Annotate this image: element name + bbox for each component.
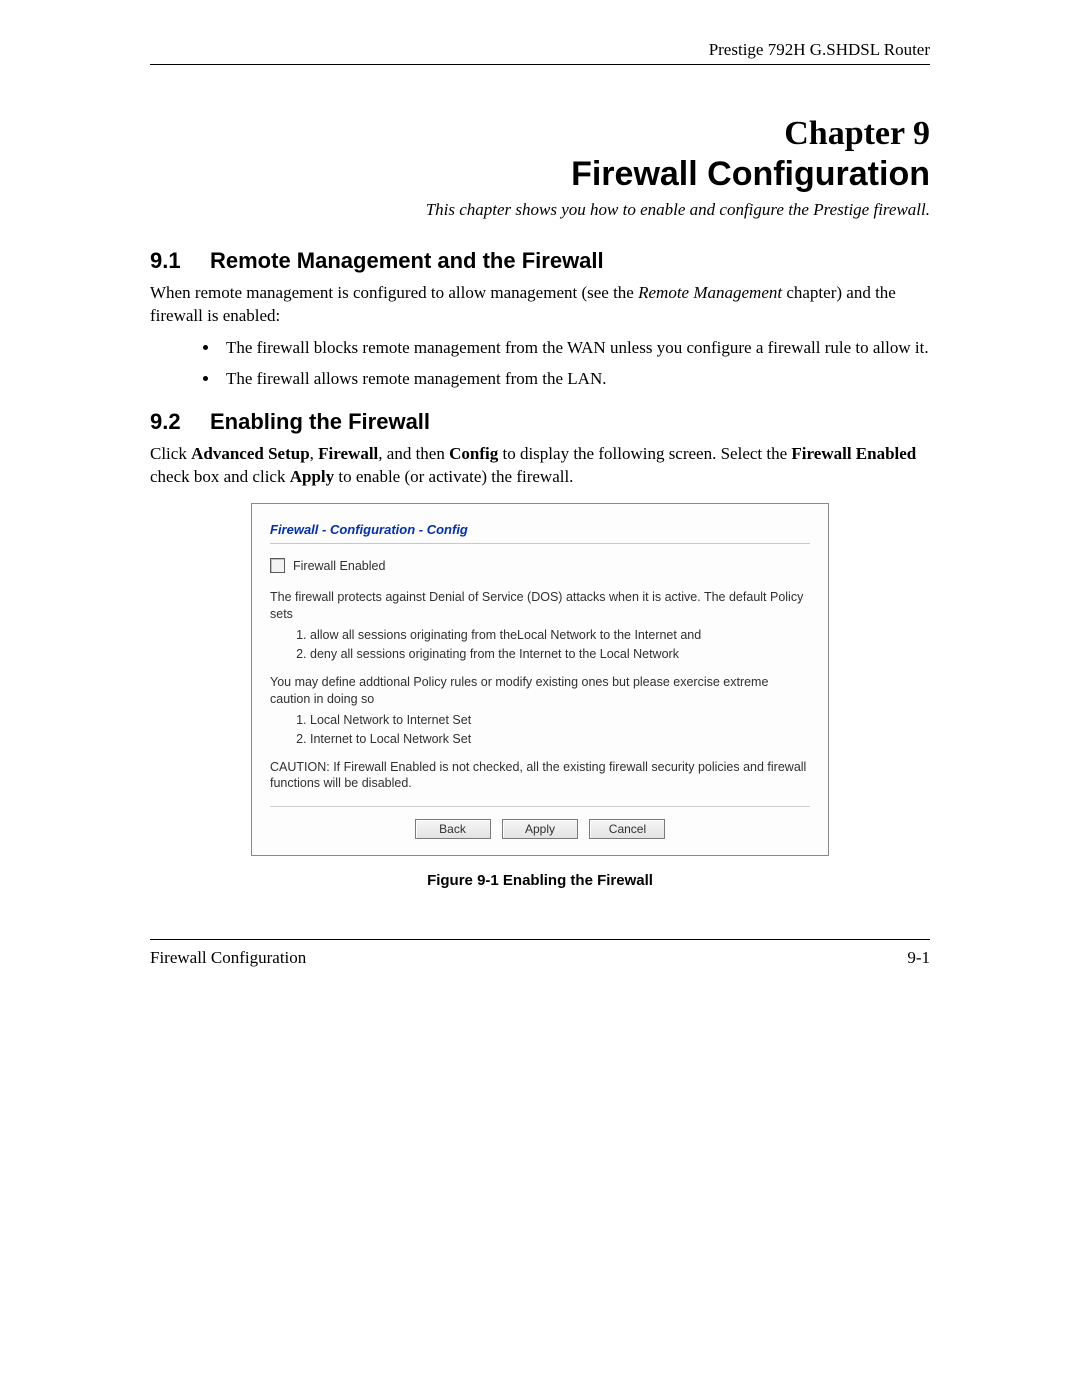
policy-sets-list: Local Network to Internet Set Internet t… <box>270 712 810 749</box>
firewall-enabled-row: Firewall Enabled <box>270 558 810 573</box>
screenshot-caution: CAUTION: If Firewall Enabled is not chec… <box>270 759 810 793</box>
firewall-enabled-checkbox[interactable] <box>270 558 285 573</box>
section-number: 9.2 <box>150 409 210 435</box>
list-item: The firewall allows remote management fr… <box>220 367 930 392</box>
divider <box>270 806 810 807</box>
section-9-1-list: The firewall blocks remote management fr… <box>150 336 930 391</box>
list-item: deny all sessions originating from the I… <box>310 646 810 664</box>
firewall-enabled-label: Firewall Enabled <box>293 559 385 573</box>
figure-caption: Figure 9-1 Enabling the Firewall <box>150 872 930 889</box>
page-footer: Firewall Configuration 9-1 <box>150 939 930 968</box>
section-9-2-intro: Click Advanced Setup, Firewall, and then… <box>150 443 930 489</box>
list-item: Internet to Local Network Set <box>310 731 810 749</box>
apply-button[interactable]: Apply <box>502 819 578 839</box>
remote-management-ref: Remote Management <box>638 283 782 302</box>
list-item: Local Network to Internet Set <box>310 712 810 730</box>
footer-page-number: 9-1 <box>907 948 930 968</box>
screenshot-breadcrumb: Firewall - Configuration - Config <box>270 522 810 544</box>
section-9-2-heading: 9.2Enabling the Firewall <box>150 409 930 435</box>
section-title: Remote Management and the Firewall <box>210 248 604 273</box>
section-9-1-heading: 9.1Remote Management and the Firewall <box>150 248 930 274</box>
cancel-button[interactable]: Cancel <box>589 819 665 839</box>
section-title: Enabling the Firewall <box>210 409 430 434</box>
chapter-subtitle: This chapter shows you how to enable and… <box>150 200 930 220</box>
firewall-config-screenshot: Firewall - Configuration - Config Firewa… <box>251 503 829 856</box>
back-button[interactable]: Back <box>415 819 491 839</box>
list-item: allow all sessions originating from theL… <box>310 627 810 645</box>
default-policy-list: allow all sessions originating from theL… <box>270 627 810 664</box>
chapter-title: Firewall Configuration <box>150 155 930 194</box>
footer-left: Firewall Configuration <box>150 948 306 968</box>
button-row: Back Apply Cancel <box>270 819 810 839</box>
page-header: Prestige 792H G.SHDSL Router <box>150 40 930 65</box>
section-number: 9.1 <box>150 248 210 274</box>
header-product: Prestige 792H G.SHDSL Router <box>150 40 930 60</box>
section-9-1-intro: When remote management is configured to … <box>150 282 930 328</box>
list-item: The firewall blocks remote management fr… <box>220 336 930 361</box>
chapter-heading: Chapter 9 Firewall Configuration <box>150 115 930 194</box>
screenshot-text: You may define addtional Policy rules or… <box>270 674 810 708</box>
chapter-number: Chapter 9 <box>150 115 930 153</box>
screenshot-text: The firewall protects against Denial of … <box>270 589 810 623</box>
